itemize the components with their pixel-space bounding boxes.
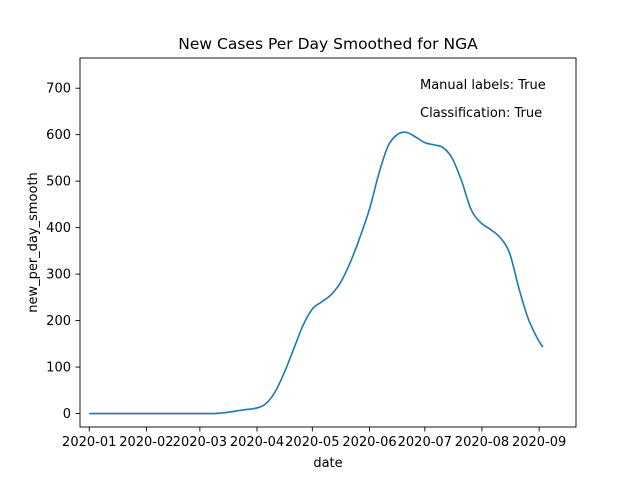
x-tick-label: 2020-03 — [173, 435, 227, 450]
x-tick-label: 2020-06 — [342, 435, 396, 450]
y-axis-ticks: 0 100 200 300 400 500 600 700 — [46, 82, 80, 422]
x-axis-label: date — [313, 456, 342, 471]
y-tick-label: 400 — [46, 221, 71, 236]
y-tick-label: 200 — [46, 314, 71, 329]
x-tick-label: 2020-05 — [285, 435, 339, 450]
y-tick-label: 0 — [63, 407, 71, 422]
annotation-classification: Classification: True — [420, 106, 542, 121]
chart-title: New Cases Per Day Smoothed for NGA — [178, 35, 478, 53]
y-axis-label: new_per_day_smooth — [26, 172, 41, 313]
x-tick-label: 2020-07 — [398, 435, 452, 450]
y-tick-label: 600 — [46, 128, 71, 143]
annotation-manual-labels: Manual labels: True — [420, 78, 546, 93]
plot-area-frame — [79, 57, 577, 428]
x-tick-label: 2020-02 — [119, 435, 173, 450]
series-line — [89, 131, 544, 415]
y-tick-label: 500 — [46, 175, 71, 190]
y-tick-label: 100 — [46, 361, 71, 376]
x-tick-label: 2020-09 — [512, 435, 566, 450]
x-tick-label: 2020-08 — [455, 435, 509, 450]
x-tick-label: 2020-04 — [230, 435, 284, 450]
y-tick-label: 300 — [46, 268, 71, 283]
plot-area-background — [80, 58, 576, 427]
y-tick-label: 700 — [46, 82, 71, 97]
x-tick-label: 2020-01 — [62, 435, 116, 450]
x-axis-ticks: 2020-01 2020-02 2020-03 2020-04 2020-05 2020-… — [62, 427, 566, 450]
